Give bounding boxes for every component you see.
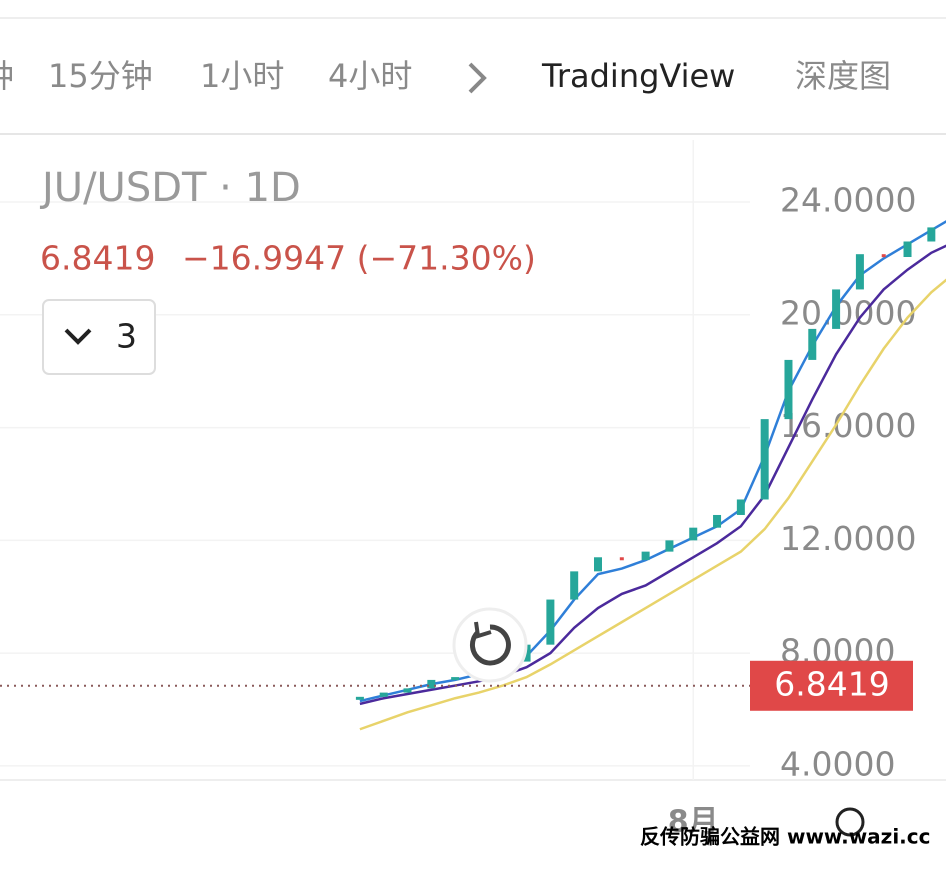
candle [619, 557, 624, 561]
symbol: JU/USDT · 1D [39, 165, 301, 211]
tab[interactable]: 深度图 [795, 57, 891, 95]
chevron [64, 328, 92, 345]
settings-icon[interactable] [835, 807, 865, 837]
candle [855, 254, 864, 290]
candle [379, 692, 388, 697]
candle [713, 514, 722, 528]
last-price: 6.8419 [40, 239, 155, 278]
ma-line [359, 278, 946, 731]
y-tick-label: 24.0000 [780, 181, 916, 220]
more-arrow[interactable] [468, 62, 487, 94]
reset-icon [474, 621, 492, 639]
x-tick-label: 8月 [668, 805, 719, 840]
candle [451, 677, 460, 681]
candle [641, 551, 650, 561]
candle [927, 227, 936, 242]
tab[interactable]: TradingView [541, 57, 735, 95]
candle [808, 328, 817, 360]
price-change: −16.9947 (−71.30%) [182, 239, 536, 278]
candle [403, 688, 412, 693]
y-tick-label: 20.0000 [780, 293, 916, 332]
candle [689, 527, 698, 541]
candle [760, 419, 769, 500]
candle [665, 540, 674, 552]
candle [832, 289, 841, 329]
y-tick-label: 16.0000 [780, 406, 916, 445]
watermark: 反传防骗公益网 www.wazi.cc [640, 825, 931, 849]
indicator-toggle[interactable] [42, 299, 156, 375]
ma-line [359, 220, 946, 703]
candle [546, 599, 555, 645]
tab[interactable]: 钟 [0, 57, 14, 95]
candle [784, 359, 793, 420]
candle [903, 241, 912, 258]
candle [736, 499, 745, 515]
reset-icon [469, 624, 511, 666]
candle [594, 557, 602, 572]
candle [355, 696, 364, 700]
reset-button[interactable] [452, 607, 528, 683]
tab[interactable]: 15分钟 [48, 57, 153, 95]
price-tag-label: 6.8419 [774, 664, 889, 703]
candle [427, 679, 436, 689]
y-tick-label: 4.0000 [780, 744, 895, 783]
candle [570, 571, 579, 600]
tab[interactable]: 4小时 [328, 57, 412, 95]
indicator-count: 3 [116, 317, 137, 356]
candle [881, 254, 886, 258]
y-tick-label: 12.0000 [780, 519, 916, 558]
tab[interactable]: 1小时 [200, 57, 284, 95]
ma-line [359, 244, 946, 706]
price-tag [750, 660, 913, 711]
plot: 4.00008.000012.000016.000020.000024.0000… [0, 140, 946, 840]
